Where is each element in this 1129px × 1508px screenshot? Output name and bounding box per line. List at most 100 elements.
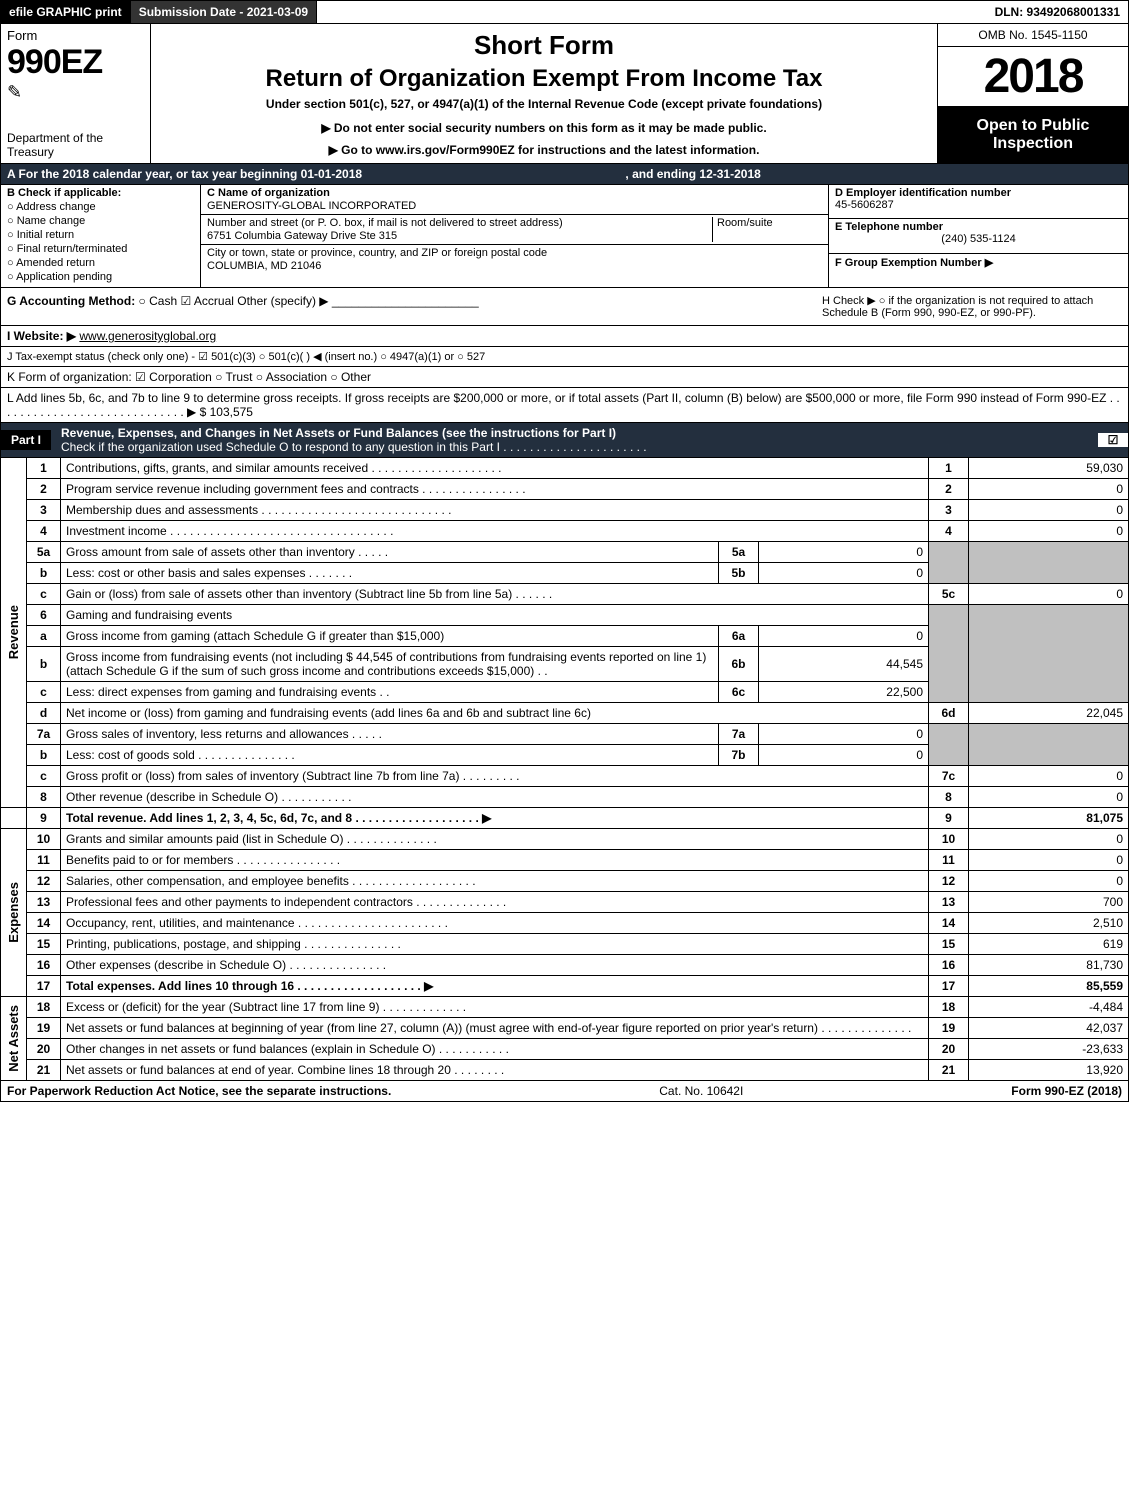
header-right: OMB No. 1545-1150 2018 Open to Public In… bbox=[938, 24, 1128, 163]
open-to-public: Open to Public Inspection bbox=[938, 107, 1128, 163]
city-row: City or town, state or province, country… bbox=[201, 245, 828, 274]
page-footer: For Paperwork Reduction Act Notice, see … bbox=[0, 1081, 1129, 1102]
netassets-side-label: Net Assets bbox=[6, 1005, 21, 1072]
i-label: I Website: ▶ bbox=[7, 329, 76, 343]
g-options[interactable]: ○ Cash ☑ Accrual Other (specify) ▶ bbox=[139, 294, 329, 308]
line-1: Revenue 1Contributions, gifts, grants, a… bbox=[1, 458, 1129, 479]
header-left: Form 990EZ ✎ Department of the Treasury bbox=[1, 24, 151, 163]
group-label: F Group Exemption Number ▶ bbox=[835, 257, 993, 269]
street-label: Number and street (or P. O. box, if mail… bbox=[207, 217, 712, 229]
line-10: Expenses 10Grants and similar amounts pa… bbox=[1, 829, 1129, 850]
line-18: Net Assets 18Excess or (deficit) for the… bbox=[1, 997, 1129, 1018]
k-form-org-line[interactable]: K Form of organization: ☑ Corporation ○ … bbox=[0, 367, 1129, 388]
line-8: 8Other revenue (describe in Schedule O) … bbox=[1, 787, 1129, 808]
line-21: 21Net assets or fund balances at end of … bbox=[1, 1060, 1129, 1081]
efile-label[interactable]: efile GRAPHIC print bbox=[1, 1, 131, 23]
room-suite: Room/suite bbox=[712, 217, 822, 242]
website-link[interactable]: www.generosityglobal.org bbox=[79, 329, 216, 343]
part-i-header: Part I Revenue, Expenses, and Changes in… bbox=[0, 423, 1129, 458]
entity-mid: C Name of organization GENEROSITY-GLOBAL… bbox=[201, 185, 828, 287]
cb-address-change[interactable]: ○ Address change bbox=[7, 201, 194, 213]
line-7c: cGross profit or (loss) from sales of in… bbox=[1, 766, 1129, 787]
footer-catno: Cat. No. 10642I bbox=[391, 1084, 1011, 1098]
line-7a: 7aGross sales of inventory, less returns… bbox=[1, 724, 1129, 745]
part-i-checkline: Check if the organization used Schedule … bbox=[61, 440, 647, 454]
period-begin: A For the 2018 calendar year, or tax yea… bbox=[7, 167, 362, 181]
ein-value: 45-5606287 bbox=[835, 199, 1122, 211]
ein-box: D Employer identification number 45-5606… bbox=[829, 185, 1128, 219]
topbar-spacer bbox=[317, 1, 986, 23]
form-header: Form 990EZ ✎ Department of the Treasury … bbox=[0, 24, 1129, 164]
part-i-title: Revenue, Expenses, and Changes in Net As… bbox=[61, 423, 1098, 457]
i-website-line: I Website: ▶ www.generosityglobal.org bbox=[0, 326, 1129, 347]
group-exemption-box: F Group Exemption Number ▶ bbox=[829, 254, 1128, 287]
line-20: 20Other changes in net assets or fund ba… bbox=[1, 1039, 1129, 1060]
line-13: 13Professional fees and other payments t… bbox=[1, 892, 1129, 913]
g-label: G Accounting Method: bbox=[7, 294, 135, 308]
org-name-label: C Name of organization bbox=[207, 187, 822, 199]
line-12: 12Salaries, other compensation, and empl… bbox=[1, 871, 1129, 892]
footer-right: Form 990-EZ (2018) bbox=[1011, 1084, 1122, 1098]
org-name-row: C Name of organization GENEROSITY-GLOBAL… bbox=[201, 185, 828, 215]
line-16: 16Other expenses (describe in Schedule O… bbox=[1, 955, 1129, 976]
cb-application-pending[interactable]: ○ Application pending bbox=[7, 271, 194, 283]
city-label: City or town, state or province, country… bbox=[207, 247, 822, 259]
title-main: Return of Organization Exempt From Incom… bbox=[161, 65, 927, 93]
line-14: 14Occupancy, rent, utilities, and mainte… bbox=[1, 913, 1129, 934]
period-row: A For the 2018 calendar year, or tax yea… bbox=[0, 164, 1129, 185]
ssn-warning: ▶ Do not enter social security numbers o… bbox=[161, 121, 927, 135]
line-15: 15Printing, publications, postage, and s… bbox=[1, 934, 1129, 955]
period-end: , and ending 12-31-2018 bbox=[625, 167, 760, 181]
part-i-checkbox[interactable]: ☑ bbox=[1098, 433, 1128, 447]
phone-value: (240) 535-1124 bbox=[835, 233, 1122, 245]
line-9: 9Total revenue. Add lines 1, 2, 3, 4, 5c… bbox=[1, 808, 1129, 829]
line-11: 11Benefits paid to or for members . . . … bbox=[1, 850, 1129, 871]
org-name: GENEROSITY-GLOBAL INCORPORATED bbox=[207, 200, 822, 212]
g-accounting: G Accounting Method: ○ Cash ☑ Accrual Ot… bbox=[7, 294, 822, 319]
dept-treasury: Department of the Treasury bbox=[7, 131, 144, 159]
line-17: 17Total expenses. Add lines 10 through 1… bbox=[1, 976, 1129, 997]
omb-number: OMB No. 1545-1150 bbox=[938, 24, 1128, 47]
form-number: 990EZ bbox=[7, 43, 144, 82]
g-h-row: G Accounting Method: ○ Cash ☑ Accrual Ot… bbox=[0, 288, 1129, 326]
checkbox-column: B Check if applicable: ○ Address change … bbox=[1, 185, 201, 287]
h-check[interactable]: H Check ▶ ○ if the organization is not r… bbox=[822, 294, 1122, 319]
l-gross-receipts-line: L Add lines 5b, 6c, and 7b to line 9 to … bbox=[0, 388, 1129, 423]
street-row: Number and street (or P. O. box, if mail… bbox=[201, 215, 828, 245]
cb-amended-return[interactable]: ○ Amended return bbox=[7, 257, 194, 269]
lines-table: Revenue 1Contributions, gifts, grants, a… bbox=[0, 458, 1129, 1081]
cb-initial-return[interactable]: ○ Initial return bbox=[7, 229, 194, 241]
form-word: Form bbox=[7, 28, 144, 43]
subtitle: Under section 501(c), 527, or 4947(a)(1)… bbox=[161, 97, 927, 111]
header-mid: Short Form Return of Organization Exempt… bbox=[151, 24, 938, 163]
cb-name-change[interactable]: ○ Name change bbox=[7, 215, 194, 227]
revenue-side-label: Revenue bbox=[6, 605, 21, 659]
line-19: 19Net assets or fund balances at beginni… bbox=[1, 1018, 1129, 1039]
j-tax-exempt-line[interactable]: J Tax-exempt status (check only one) - ☑… bbox=[0, 347, 1129, 367]
line-6: 6Gaming and fundraising events bbox=[1, 605, 1129, 626]
dln: DLN: 93492068001331 bbox=[987, 1, 1128, 23]
line-2: 2Program service revenue including gover… bbox=[1, 479, 1129, 500]
part-i-tag: Part I bbox=[1, 430, 51, 450]
ein-label: D Employer identification number bbox=[835, 187, 1122, 199]
goto-link[interactable]: ▶ Go to www.irs.gov/Form990EZ for instru… bbox=[161, 143, 927, 157]
line-4: 4Investment income . . . . . . . . . . .… bbox=[1, 521, 1129, 542]
phone-box: E Telephone number (240) 535-1124 bbox=[829, 219, 1128, 253]
phone-label: E Telephone number bbox=[835, 221, 1122, 233]
entity-block: B Check if applicable: ○ Address change … bbox=[0, 185, 1129, 288]
street-value: 6751 Columbia Gateway Drive Ste 315 bbox=[207, 230, 712, 242]
section-b-label: B Check if applicable: bbox=[7, 187, 194, 199]
line-5a: 5aGross amount from sale of assets other… bbox=[1, 542, 1129, 563]
entity-right: D Employer identification number 45-5606… bbox=[828, 185, 1128, 287]
cb-final-return[interactable]: ○ Final return/terminated bbox=[7, 243, 194, 255]
line-6d: dNet income or (loss) from gaming and fu… bbox=[1, 703, 1129, 724]
expenses-side-label: Expenses bbox=[6, 882, 21, 943]
top-bar: efile GRAPHIC print Submission Date - 20… bbox=[0, 0, 1129, 24]
footer-left: For Paperwork Reduction Act Notice, see … bbox=[7, 1084, 391, 1098]
line-5c: cGain or (loss) from sale of assets othe… bbox=[1, 584, 1129, 605]
tax-year: 2018 bbox=[938, 47, 1128, 107]
submission-date: Submission Date - 2021-03-09 bbox=[131, 1, 317, 23]
city-value: COLUMBIA, MD 21046 bbox=[207, 260, 822, 272]
line-3: 3Membership dues and assessments . . . .… bbox=[1, 500, 1129, 521]
title-short-form: Short Form bbox=[161, 30, 927, 61]
